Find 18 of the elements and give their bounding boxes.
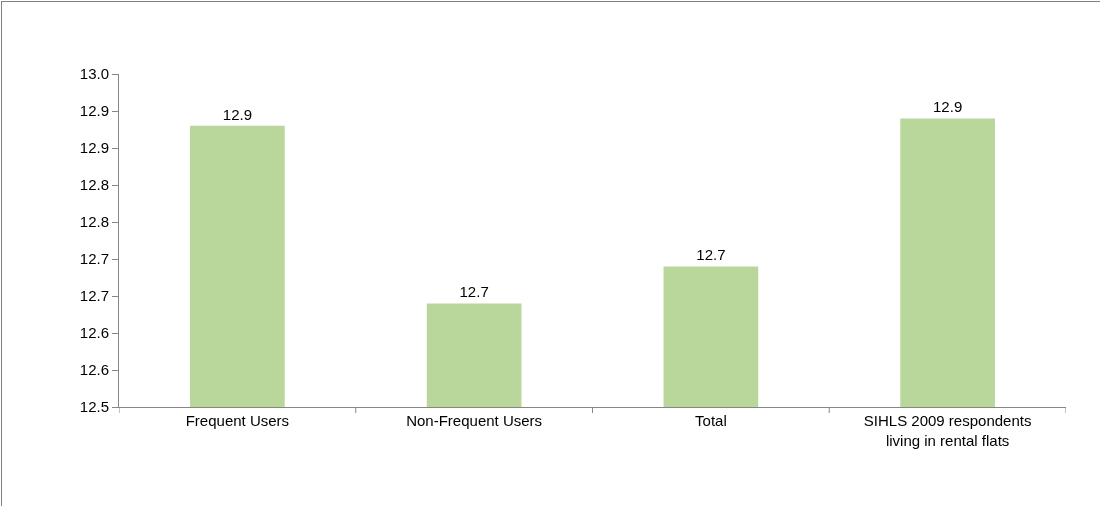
y-tick-label: 12.7 bbox=[79, 287, 109, 305]
y-tick-label: 12.7 bbox=[79, 250, 109, 268]
x-tick-label: SIHLS 2009 respondents living in rental flats bbox=[863, 412, 1032, 449]
y-tick-label: 12.6 bbox=[79, 361, 109, 379]
data-label: 12.7 bbox=[459, 283, 489, 301]
x-tick-label: Non-Frequent Users bbox=[406, 412, 543, 429]
y-tick-label: 12.8 bbox=[79, 176, 109, 194]
x-tick-label: Total bbox=[695, 412, 727, 429]
data-label: 12.9 bbox=[222, 105, 252, 123]
y-tick-label: 12.5 bbox=[79, 398, 109, 416]
y-tick-label: 12.8 bbox=[79, 213, 109, 231]
x-tick-label: Frequent Users bbox=[185, 412, 290, 429]
y-tick-label: 12.9 bbox=[79, 102, 109, 120]
y-tick-label: 12.9 bbox=[79, 139, 109, 157]
y-tick-label: 13.0 bbox=[79, 65, 109, 83]
data-label: 12.9 bbox=[933, 98, 963, 116]
y-tick-label: 12.6 bbox=[79, 324, 109, 342]
data-label: 12.7 bbox=[696, 246, 726, 264]
